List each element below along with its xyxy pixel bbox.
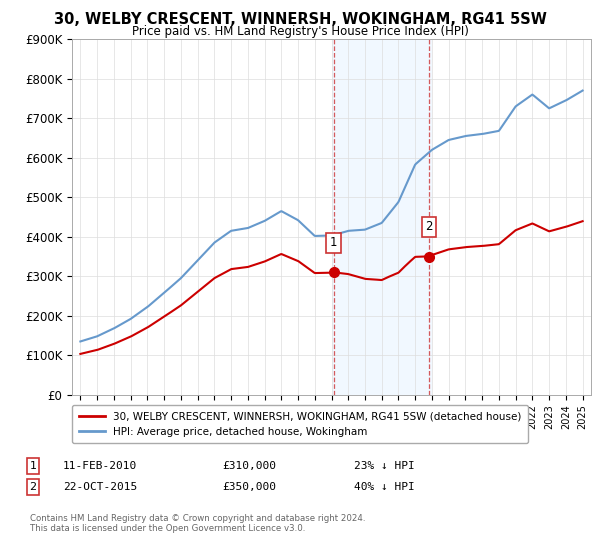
Text: Price paid vs. HM Land Registry's House Price Index (HPI): Price paid vs. HM Land Registry's House … <box>131 25 469 38</box>
Text: 1: 1 <box>330 236 337 249</box>
Legend: 30, WELBY CRESCENT, WINNERSH, WOKINGHAM, RG41 5SW (detached house), HPI: Average: 30, WELBY CRESCENT, WINNERSH, WOKINGHAM,… <box>73 405 527 443</box>
Text: £310,000: £310,000 <box>222 461 276 471</box>
Text: 40% ↓ HPI: 40% ↓ HPI <box>354 482 415 492</box>
Text: 22-OCT-2015: 22-OCT-2015 <box>63 482 137 492</box>
Text: Contains HM Land Registry data © Crown copyright and database right 2024.
This d: Contains HM Land Registry data © Crown c… <box>30 514 365 534</box>
Text: 30, WELBY CRESCENT, WINNERSH, WOKINGHAM, RG41 5SW: 30, WELBY CRESCENT, WINNERSH, WOKINGHAM,… <box>53 12 547 27</box>
Text: 2: 2 <box>425 221 433 234</box>
Text: 1: 1 <box>29 461 37 471</box>
Bar <box>331 39 432 395</box>
Text: 11-FEB-2010: 11-FEB-2010 <box>63 461 137 471</box>
Text: 23% ↓ HPI: 23% ↓ HPI <box>354 461 415 471</box>
Text: £350,000: £350,000 <box>222 482 276 492</box>
Text: 2: 2 <box>29 482 37 492</box>
